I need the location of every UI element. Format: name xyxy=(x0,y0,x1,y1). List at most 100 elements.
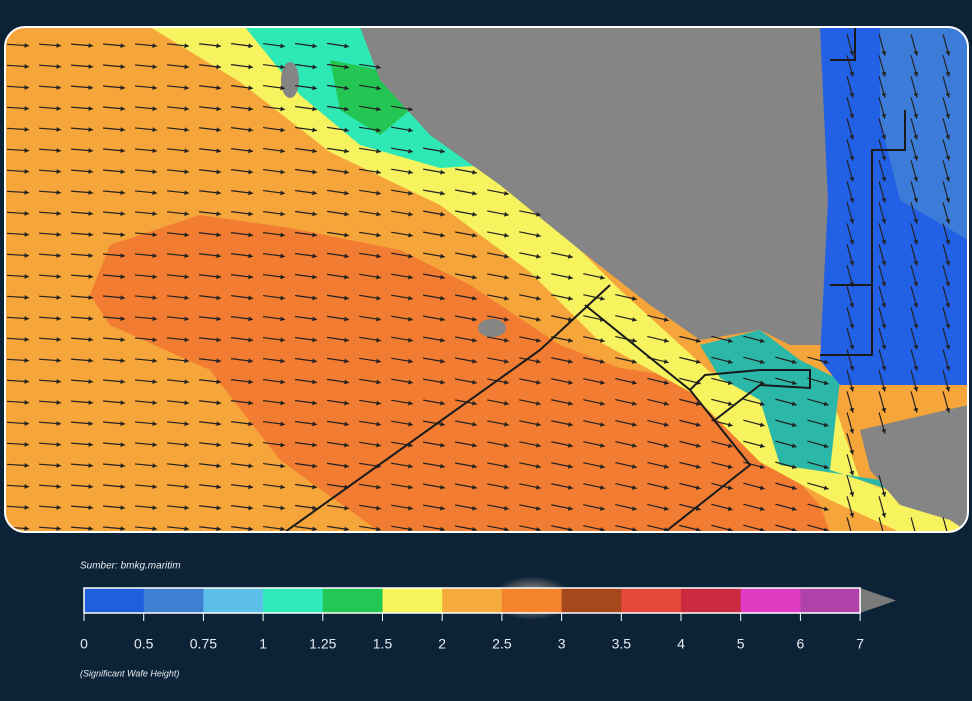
arrow-head xyxy=(599,359,605,364)
tick-label: 2.5 xyxy=(492,636,512,652)
arrow-head xyxy=(536,526,541,532)
arrow-head xyxy=(913,386,919,392)
arrow-head xyxy=(472,316,477,322)
arrow-head xyxy=(248,400,253,406)
arrow-head xyxy=(849,113,855,119)
arrow-head xyxy=(24,337,29,342)
arrow-head xyxy=(56,379,61,384)
arrow-head xyxy=(791,359,797,365)
arrow-head xyxy=(248,43,253,49)
arrow-head xyxy=(184,274,189,280)
arrow-head xyxy=(56,211,61,216)
arrow-head xyxy=(216,274,221,280)
arrow-head xyxy=(727,401,733,406)
arrow-head xyxy=(408,274,413,280)
arrow-head xyxy=(216,358,221,364)
arrow-head xyxy=(376,295,381,301)
arrow-head xyxy=(663,380,669,385)
color-segment xyxy=(322,588,383,613)
wind-arrow xyxy=(910,517,918,532)
arrow-head xyxy=(312,400,317,406)
arrow-head xyxy=(849,197,855,203)
arrow-head xyxy=(312,316,317,322)
arrow-head xyxy=(216,421,221,427)
arrow-head xyxy=(88,169,93,174)
arrow-head xyxy=(120,421,125,426)
arrow-head xyxy=(280,106,285,112)
arrow-head xyxy=(376,505,381,511)
arrow-head xyxy=(216,379,221,385)
arrow-head xyxy=(504,253,509,259)
arrow-head xyxy=(567,401,573,406)
arrow-head xyxy=(88,463,93,468)
arrow-head xyxy=(152,295,157,301)
arrow-head xyxy=(945,50,951,56)
arrow-head xyxy=(280,274,285,280)
color-segment xyxy=(800,588,861,613)
arrow-head xyxy=(280,127,285,133)
arrow-head xyxy=(727,527,733,532)
arrow-head xyxy=(849,239,855,245)
arrow-head xyxy=(408,127,413,133)
arrow-head xyxy=(849,218,855,224)
arrow-head xyxy=(913,92,919,98)
arrow-head xyxy=(376,421,381,427)
arrow-head xyxy=(120,505,125,510)
arrow-head xyxy=(344,190,349,196)
boundary-line xyxy=(830,27,856,61)
arrow-head xyxy=(344,253,349,259)
arrow-head xyxy=(120,232,125,237)
tick-label: 0 xyxy=(80,636,88,652)
arrow-head xyxy=(88,421,93,426)
arrow-head xyxy=(248,85,253,91)
arrow-head xyxy=(913,50,919,56)
arrow-head xyxy=(408,169,413,175)
arrow-head xyxy=(24,169,29,174)
arrow-head xyxy=(913,260,919,266)
arrow-head xyxy=(88,148,93,153)
boundary-line xyxy=(584,304,752,532)
arrow-head xyxy=(344,127,349,133)
arrow-head xyxy=(536,274,541,280)
arrow-head xyxy=(312,232,317,238)
arrow-head xyxy=(280,421,285,427)
arrow-head xyxy=(216,337,221,343)
arrow-head xyxy=(849,428,855,434)
arrow-head xyxy=(849,260,855,266)
arrow-head xyxy=(312,337,317,343)
arrow-head xyxy=(312,43,317,49)
arrow-head xyxy=(440,316,445,322)
arrow-head xyxy=(727,485,733,490)
arrow-head xyxy=(312,421,317,427)
arrow-head xyxy=(599,506,605,511)
arrow-head xyxy=(88,505,93,510)
arrow-head xyxy=(536,232,541,238)
arrow-head xyxy=(184,316,189,322)
arrow-head xyxy=(152,463,157,469)
arrow-head xyxy=(913,365,919,371)
arrow-head xyxy=(280,190,285,196)
arrow-head xyxy=(344,505,349,511)
tick-label: 3 xyxy=(558,636,566,652)
arrow-head xyxy=(631,338,637,343)
arrow-head xyxy=(24,43,29,48)
arrow-head xyxy=(440,232,445,238)
arrow-head xyxy=(408,316,413,322)
arrow-head xyxy=(695,527,701,532)
arrow-head xyxy=(408,190,413,196)
color-segment xyxy=(84,588,145,613)
tick-label: 0.5 xyxy=(134,636,154,652)
arrow-head xyxy=(184,484,189,490)
arrow-head xyxy=(472,190,477,196)
arrow-head xyxy=(536,463,541,469)
arrow-head xyxy=(504,316,509,322)
arrow-head xyxy=(24,400,29,405)
arrow-head xyxy=(695,422,701,427)
arrow-head xyxy=(88,442,93,447)
arrow-head xyxy=(472,253,477,259)
arrow-head xyxy=(312,358,317,364)
arrow-head xyxy=(88,127,93,132)
tick-label: 1 xyxy=(259,636,267,652)
arrow-head xyxy=(727,443,733,448)
